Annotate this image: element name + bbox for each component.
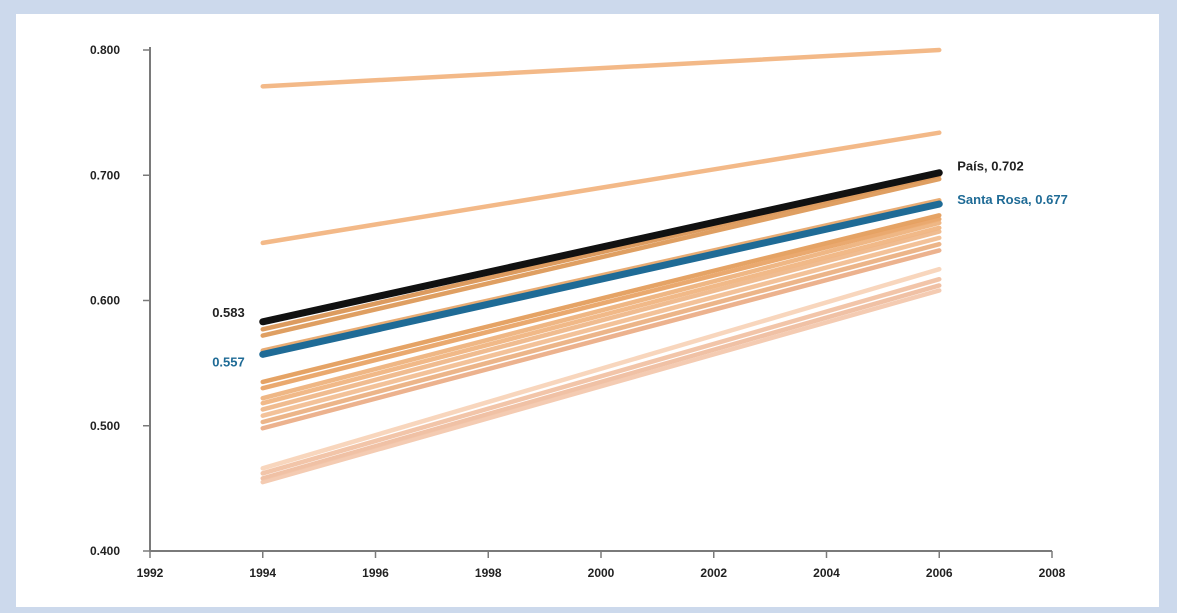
santa-rosa-end-label: Santa Rosa, 0.677 [957, 192, 1068, 207]
x-tick-label: 2004 [813, 566, 840, 580]
y-tick-label: 0.700 [90, 168, 120, 182]
pais-series-line [259, 169, 943, 326]
region-series-line [260, 276, 942, 476]
santa-rosa-start-label: 0.557 [212, 354, 245, 369]
region-series-line [260, 176, 942, 338]
region-series-line [260, 47, 942, 89]
y-tick-label: 0.500 [90, 419, 120, 433]
region-series-line [260, 225, 942, 406]
region-series-line [260, 266, 942, 471]
region-series-line [260, 241, 942, 425]
y-tick-label: 0.400 [90, 544, 120, 558]
series-layer [259, 47, 943, 485]
x-tick-label: 1992 [137, 566, 164, 580]
region-series-line [260, 248, 942, 431]
pais-start-label: 0.583 [212, 305, 245, 320]
region-series-line [260, 130, 942, 246]
region-series-line [260, 216, 942, 391]
region-series-line [260, 283, 942, 481]
chart-panel [16, 14, 1159, 607]
y-tick-label: 0.800 [90, 43, 120, 57]
x-tick-label: 2006 [926, 566, 953, 580]
y-tick-label: 0.600 [90, 294, 120, 308]
x-tick-label: 2000 [588, 566, 615, 580]
x-tick-label: 1996 [362, 566, 389, 580]
region-series-line [260, 198, 942, 353]
region-series-line [260, 229, 942, 412]
region-series-line [260, 235, 942, 418]
x-tick-label: 1994 [249, 566, 276, 580]
x-tick-label: 2002 [700, 566, 727, 580]
region-series-line [260, 288, 942, 485]
pais-end-label: País, 0.702 [957, 159, 1024, 174]
ticks-layer: 0.400 0.500 0.600 0.700 0.800 1992 1994 1996 199… [90, 43, 1066, 580]
santa-rosa-series-line [259, 200, 943, 358]
region-series-line [260, 213, 942, 385]
x-tick-label: 1998 [475, 566, 502, 580]
region-series-line [260, 220, 942, 401]
x-tick-label: 2008 [1039, 566, 1066, 580]
